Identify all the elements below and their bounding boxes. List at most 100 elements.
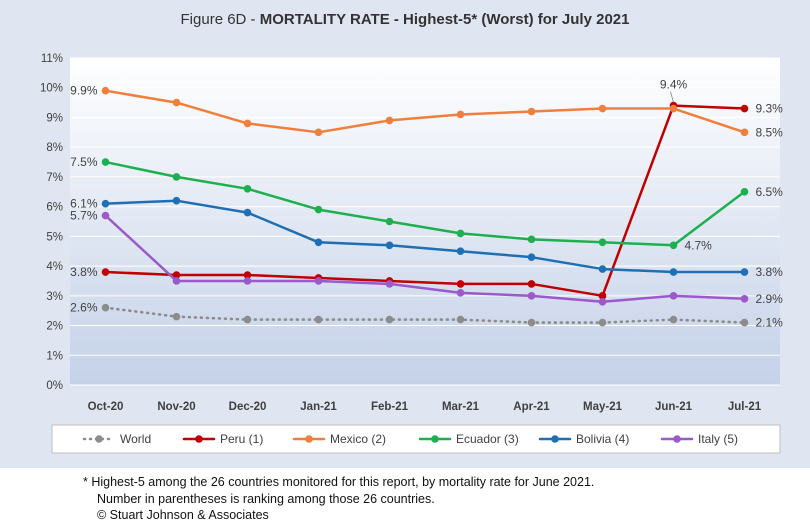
y-tick-label: 11%: [41, 53, 63, 65]
data-point: [669, 315, 678, 324]
legend-swatch-marker: [551, 435, 559, 443]
data-point: [456, 229, 465, 238]
data-point: [314, 277, 323, 285]
footnote: * Highest-5 among the 26 countries monit…: [83, 474, 803, 524]
footnote-line-3: © Stuart Johnson & Associates: [97, 508, 269, 522]
data-point: [669, 292, 678, 300]
data-point: [172, 173, 181, 181]
legend-item: World: [82, 432, 151, 446]
data-point: [101, 86, 110, 95]
x-tick-label: Feb-21: [371, 401, 409, 413]
plot-area: [70, 58, 780, 385]
data-point: [598, 292, 607, 300]
data-point: [172, 277, 181, 285]
data-point: [385, 280, 394, 288]
y-tick-label: 6%: [46, 202, 63, 214]
data-point: [101, 268, 110, 276]
legend-swatch-marker: [95, 435, 103, 443]
chart-title-main: MORTALITY RATE - Highest-5* (Worst) for …: [260, 11, 630, 28]
data-point: [598, 297, 607, 306]
data-label: 6.1%: [70, 197, 98, 211]
legend-label: Bolivia (4): [576, 432, 629, 446]
y-tick-label: 8%: [46, 142, 63, 154]
axis-labels: 0% 1% 2% 3% 4% 5% 6% 7% 8% 9% 10% 11% Oct-20 Nov-20 De…: [40, 53, 762, 413]
data-label: 3.8%: [756, 265, 784, 279]
legend-item: Bolivia (4): [538, 432, 629, 446]
data-point: [598, 265, 607, 273]
data-label: 4.7%: [685, 238, 713, 252]
legend-swatch-marker: [673, 435, 681, 443]
data-label: 5.7%: [70, 209, 98, 223]
data-point: [740, 268, 749, 276]
data-point: [101, 303, 110, 312]
legend-box: [51, 424, 781, 454]
data-point: [740, 104, 749, 113]
series-bolivia: [101, 196, 749, 276]
chart-title: Figure 6D - MORTALITY RATE - Highest-5* …: [181, 11, 630, 28]
data-point: [527, 235, 536, 244]
data-label-leader: [670, 91, 674, 103]
legend-item: Italy (5): [660, 432, 738, 446]
x-tick-label: Jul-21: [728, 401, 762, 413]
data-point: [101, 199, 110, 208]
legend-label: Mexico (2): [330, 432, 386, 446]
data-point: [314, 128, 323, 137]
data-point: [740, 318, 749, 327]
data-point: [456, 247, 465, 256]
x-tick-label: Jan-21: [300, 401, 337, 413]
legend-label: Italy (5): [698, 432, 738, 446]
data-point: [243, 277, 252, 285]
x-tick-label: May-21: [583, 401, 623, 413]
series-line: [104, 89, 746, 134]
x-tick-label: Jun-21: [655, 401, 693, 413]
data-point: [385, 241, 394, 250]
data-point: [527, 107, 536, 116]
y-tick-label: 3%: [46, 291, 63, 303]
legend-item: Ecuador (3): [418, 432, 519, 446]
footnote-line-2: Number in parentheses is ranking among t…: [97, 491, 435, 506]
legend-item: Mexico (2): [292, 432, 386, 446]
data-point: [314, 205, 323, 214]
data-point: [740, 187, 749, 196]
series-line: [104, 214, 746, 304]
data-point: [456, 280, 465, 288]
data-point: [101, 211, 110, 220]
footnote-line-1: * Highest-5 among the 26 countries monit…: [83, 475, 595, 489]
data-point: [456, 289, 465, 297]
data-point: [385, 315, 394, 324]
data-point: [243, 119, 252, 128]
chart-panel: Figure 6D - MORTALITY RATE - Highest-5* …: [0, 0, 810, 468]
data-point: [385, 116, 394, 125]
legend-item: Peru (1): [182, 432, 263, 446]
legend-swatch-marker: [305, 435, 313, 443]
data-point: [598, 318, 607, 327]
data-point: [101, 158, 110, 166]
x-tick-label: Mar-21: [442, 401, 480, 413]
data-point: [527, 253, 536, 261]
series-line: [104, 104, 746, 298]
data-point: [527, 292, 536, 300]
mortality-line-chart: Figure 6D - MORTALITY RATE - Highest-5* …: [40, 11, 784, 454]
data-label: 7.5%: [70, 155, 98, 169]
y-tick-label: 7%: [46, 172, 63, 184]
y-tick-label: 2%: [46, 321, 63, 333]
data-point: [740, 294, 749, 303]
data-label: 9.9%: [70, 84, 98, 98]
data-point: [243, 208, 252, 217]
series-ecuador: [101, 158, 749, 250]
series-lines: [101, 86, 749, 327]
data-point: [456, 110, 465, 119]
series-mexico: [101, 86, 749, 137]
data-label: 2.1%: [756, 316, 784, 330]
data-point: [456, 315, 465, 324]
data-point: [385, 217, 394, 226]
data-point: [172, 98, 181, 107]
x-tick-label: Nov-20: [157, 401, 195, 413]
data-point: [243, 271, 252, 279]
series-world: [101, 303, 749, 327]
series-line: [104, 306, 746, 324]
y-tick-label: 4%: [46, 261, 63, 273]
data-point: [527, 318, 536, 327]
y-tick-label: 0%: [46, 380, 63, 392]
legend-label: Ecuador (3): [456, 432, 519, 446]
